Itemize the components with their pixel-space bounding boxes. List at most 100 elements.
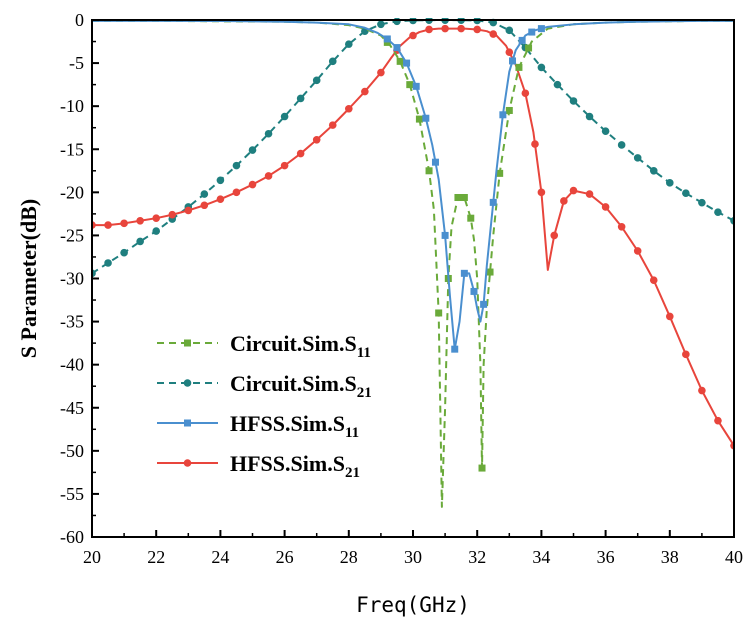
data-point <box>377 68 385 77</box>
x-tick-label: 30 <box>404 547 422 567</box>
data-point <box>531 140 539 148</box>
data-point <box>682 350 690 359</box>
legend-label: Circuit.Sim.S11 <box>230 331 371 361</box>
data-point <box>617 141 626 149</box>
data-point <box>264 172 273 180</box>
data-point <box>328 57 337 66</box>
data-point <box>515 63 523 71</box>
data-point <box>425 167 433 175</box>
data-point <box>585 190 594 198</box>
data-point <box>489 198 497 206</box>
data-point <box>505 48 514 56</box>
data-point <box>451 345 459 353</box>
data-point <box>383 35 391 43</box>
data-point <box>216 195 225 204</box>
data-point <box>698 198 706 207</box>
data-point <box>505 106 513 114</box>
data-point <box>537 188 546 197</box>
data-point <box>393 44 401 52</box>
data-point <box>528 28 536 36</box>
data-point <box>393 18 401 26</box>
legend: Circuit.Sim.S11 Circuit.Sim.S21 HFSS.Sim.S… <box>157 331 372 481</box>
data-point <box>415 115 423 123</box>
y-tick-label: -55 <box>60 484 84 504</box>
data-point <box>473 25 482 34</box>
y-tick-label: 0 <box>75 10 84 30</box>
data-point <box>280 112 289 121</box>
data-point <box>666 179 674 187</box>
data-point <box>232 188 241 197</box>
data-point <box>601 203 610 211</box>
series-circuit-sim-s11 <box>92 19 734 508</box>
legend-label: HFSS.Sim.S21 <box>230 451 360 481</box>
y-tick-label: -60 <box>60 527 84 547</box>
data-point <box>478 464 486 472</box>
data-point <box>550 231 559 240</box>
y-tick-label: -30 <box>60 269 84 289</box>
data-point <box>649 166 658 175</box>
y-tick-label: -5 <box>69 53 84 73</box>
y-tick-label: -15 <box>60 139 84 159</box>
data-point <box>296 94 305 103</box>
data-point <box>377 20 385 29</box>
y-tick-label: -35 <box>60 312 84 332</box>
data-point <box>168 210 177 219</box>
data-point <box>248 146 257 154</box>
data-point <box>553 80 562 89</box>
data-point <box>486 268 494 276</box>
legend-marker <box>184 339 191 347</box>
series-circuit-sim-s21 <box>92 18 734 278</box>
data-point <box>435 309 443 317</box>
data-point <box>104 221 112 229</box>
data-point <box>505 26 514 35</box>
data-point <box>525 44 533 52</box>
series-hfss-sim-s11 <box>92 19 734 353</box>
data-point <box>412 82 420 90</box>
data-point <box>264 129 273 138</box>
series-layer <box>92 18 734 508</box>
data-point <box>714 208 722 216</box>
data-point <box>396 57 404 65</box>
data-point <box>521 89 530 98</box>
data-point <box>537 63 546 72</box>
axis-ticks <box>91 19 735 538</box>
y-tick-label: -50 <box>60 441 84 461</box>
data-point <box>460 194 468 202</box>
data-point <box>666 312 674 321</box>
data-point <box>585 112 594 121</box>
x-tick-label: 28 <box>340 547 358 567</box>
legend-item: Circuit.Sim.S11 <box>157 331 371 361</box>
data-point <box>431 158 439 166</box>
y-tick-label: -45 <box>60 398 84 418</box>
data-point <box>601 127 610 135</box>
axis-tick-labels: 20 22 24 26 28 30 32 34 36 38 40 0 -5 -10 -15 -20 -25 -30… <box>60 10 743 567</box>
data-point <box>152 227 160 235</box>
data-point <box>457 24 465 33</box>
y-tick-label: -40 <box>60 355 84 375</box>
data-point <box>569 186 578 195</box>
data-point <box>345 104 353 113</box>
x-tick-label: 26 <box>276 547 294 567</box>
data-point <box>633 154 642 162</box>
x-tick-label: 38 <box>661 547 679 567</box>
y-tick-label: -20 <box>60 182 84 202</box>
series-line <box>92 19 734 508</box>
data-point <box>698 386 706 395</box>
data-point <box>136 237 144 246</box>
data-point <box>312 76 321 85</box>
data-point <box>714 416 722 425</box>
data-point <box>200 190 209 198</box>
data-point <box>361 87 369 96</box>
data-point <box>633 247 642 255</box>
series-hfss-sim-s21 <box>92 24 734 450</box>
data-point <box>280 161 289 170</box>
data-point <box>345 40 353 48</box>
data-point <box>232 161 241 170</box>
data-point <box>560 197 568 205</box>
data-point <box>406 81 414 89</box>
y-axis-title: S Parameter(dB) <box>16 199 41 358</box>
legend-item: Circuit.Sim.S21 <box>157 371 372 401</box>
data-point <box>403 59 411 67</box>
x-tick-label: 34 <box>532 547 550 567</box>
